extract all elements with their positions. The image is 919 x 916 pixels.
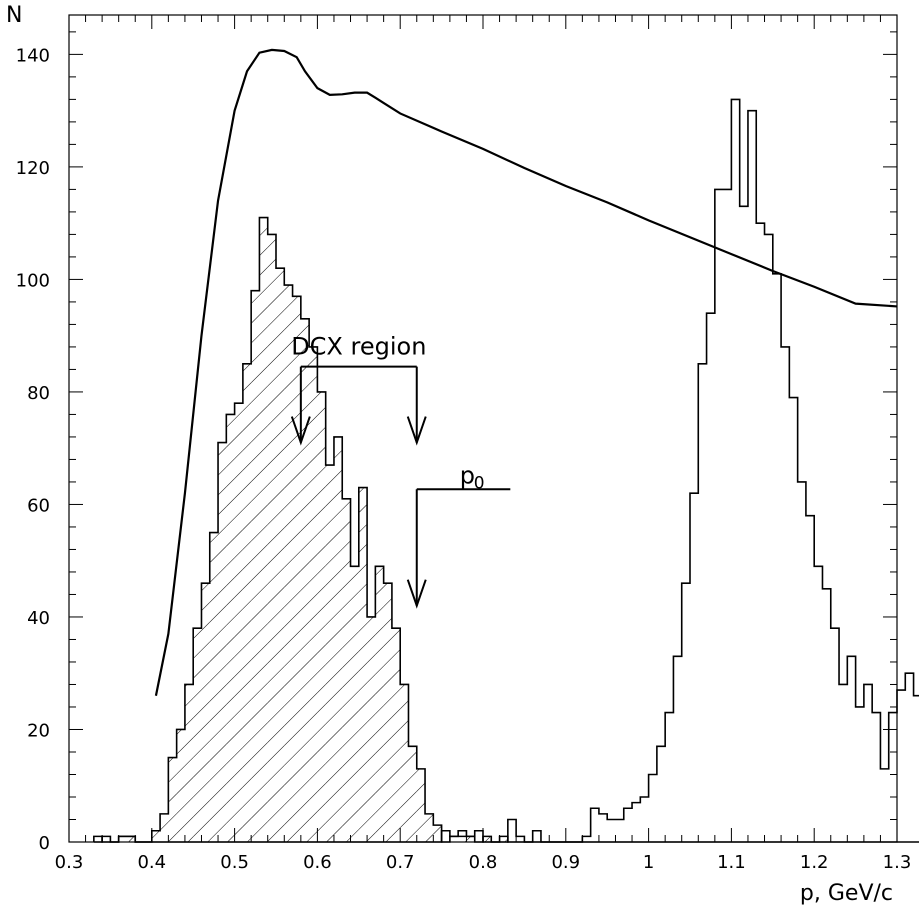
y-axis-title: N bbox=[6, 3, 22, 28]
histogram-bin bbox=[284, 285, 293, 843]
axis-tick-labels: 0.3 0.4 0.5 0.6 0.7 0.8 0.9 1 1.1 1.2 1.3 0 20 40 60 80… bbox=[16, 45, 912, 873]
p0-subscript: 0 bbox=[474, 473, 485, 493]
arrow-head bbox=[406, 579, 427, 609]
histogram-bin bbox=[400, 684, 409, 842]
histogram-bin bbox=[300, 318, 310, 843]
x-tick-label: 1.2 bbox=[800, 852, 829, 873]
x-tick-label: 1.1 bbox=[717, 852, 746, 873]
histogram-bin bbox=[325, 465, 334, 842]
histogram-bin bbox=[259, 217, 268, 842]
arrow-head bbox=[406, 416, 427, 446]
histogram-bin bbox=[342, 498, 351, 842]
histogram-bin bbox=[151, 830, 161, 842]
x-tick-label: 1 bbox=[643, 852, 654, 873]
histogram-bin bbox=[201, 583, 210, 842]
histogram-bin bbox=[226, 414, 235, 842]
histogram-bin bbox=[193, 628, 202, 842]
axis-ticks bbox=[68, 15, 898, 843]
y-tick-label: 60 bbox=[27, 495, 50, 516]
x-tick-label: 0.3 bbox=[55, 852, 84, 873]
histogram-bin bbox=[317, 391, 326, 842]
histogram-bin bbox=[367, 616, 376, 842]
y-tick-label: 120 bbox=[16, 158, 50, 179]
x-tick-label: 0.7 bbox=[386, 852, 415, 873]
histogram-bin bbox=[292, 296, 301, 843]
x-axis-title: p, GeV/c bbox=[800, 881, 893, 906]
histogram-bin bbox=[267, 234, 276, 843]
histogram-bin bbox=[209, 532, 219, 842]
y-tick-label: 20 bbox=[27, 720, 50, 741]
histogram-bin bbox=[350, 566, 359, 842]
histogram-bin bbox=[408, 746, 417, 842]
y-tick-label: 0 bbox=[39, 833, 50, 854]
x-tick-label: 0.6 bbox=[303, 852, 332, 873]
x-tick-label: 0.8 bbox=[469, 852, 498, 873]
histogram-bin bbox=[375, 566, 384, 842]
histogram-bin bbox=[168, 757, 177, 842]
arrow-head bbox=[290, 416, 311, 446]
open-histogram-series bbox=[93, 98, 919, 843]
y-tick-label: 40 bbox=[27, 608, 50, 629]
histogram-bin bbox=[358, 487, 368, 842]
y-tick-label: 140 bbox=[16, 45, 50, 66]
histogram-bin bbox=[251, 290, 260, 843]
histogram-bin bbox=[333, 436, 343, 842]
histogram-bin bbox=[391, 628, 401, 842]
histogram-bin bbox=[383, 583, 392, 842]
histogram-bin bbox=[458, 836, 467, 842]
histogram-bin bbox=[118, 836, 127, 842]
histogram-bin bbox=[160, 813, 169, 842]
histogram-bin bbox=[176, 729, 185, 842]
x-tick-label: 0.4 bbox=[137, 852, 166, 873]
annotations: DCX region p0 bbox=[290, 333, 511, 609]
histogram-bin bbox=[425, 813, 434, 842]
histogram-bin bbox=[483, 836, 492, 842]
histogram-bin bbox=[309, 346, 318, 842]
histogram-bin bbox=[242, 363, 252, 842]
histogram-bin bbox=[416, 768, 426, 842]
histogram-bin bbox=[499, 836, 508, 842]
histogram-bin bbox=[218, 442, 227, 842]
histogram-bin bbox=[449, 836, 459, 842]
histogram-bin bbox=[234, 403, 243, 842]
histogram-outline bbox=[93, 98, 919, 843]
histogram-bin bbox=[126, 836, 136, 842]
histogram-bin bbox=[433, 825, 442, 842]
x-tick-label: 1.3 bbox=[883, 852, 912, 873]
histogram-bin bbox=[184, 684, 194, 842]
hatched-histogram-series bbox=[93, 216, 919, 843]
histogram-bin bbox=[276, 268, 285, 842]
x-tick-label: 0.9 bbox=[551, 852, 580, 873]
p0-label: p bbox=[460, 461, 475, 489]
histogram-bin bbox=[466, 836, 475, 842]
dcx-region-label: DCX region bbox=[291, 333, 426, 361]
x-tick-label: 0.5 bbox=[220, 852, 249, 873]
y-tick-label: 80 bbox=[27, 383, 50, 404]
y-tick-label: 100 bbox=[16, 270, 50, 291]
acceptance-curve bbox=[154, 48, 898, 696]
histogram-bin bbox=[93, 836, 103, 842]
